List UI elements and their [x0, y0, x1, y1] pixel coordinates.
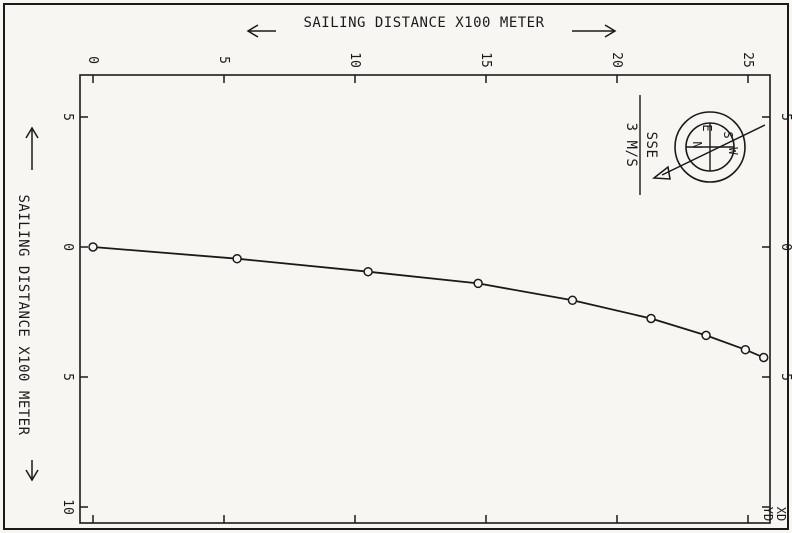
top-axis-title-group: SAILING DISTANCE X100 METER — [246, 12, 617, 38]
top-axis-arrow-left — [246, 24, 259, 38]
data-point-4 — [567, 295, 578, 306]
top-axis-title-bg — [276, 12, 572, 32]
wind-arrow-head — [651, 165, 671, 180]
y-tick-label-right-1: 0 — [778, 243, 792, 251]
left-axis-title-bg — [22, 170, 42, 460]
data-point-1 — [232, 253, 242, 264]
compass-label-e: E — [700, 124, 714, 131]
compass-label-w: W — [726, 147, 740, 155]
compass-label-n: N — [690, 141, 704, 148]
y-tick-label-right-2: 5 — [778, 373, 792, 381]
x-tick-label-1: 5 — [216, 56, 231, 64]
top-axis-arrow-right — [604, 24, 617, 38]
y-tick-label-3: 10 — [60, 499, 75, 515]
series-group — [88, 242, 769, 363]
y-tick-label-2: 5 — [60, 373, 75, 381]
data-point-5 — [646, 313, 656, 324]
left-axis-arrow-bottom — [25, 469, 39, 482]
data-point-8 — [758, 352, 769, 363]
figure-frame — [3, 3, 789, 530]
series-line-0 — [92, 246, 765, 359]
left-axis-title-group: SAILING DISTANCE X100 METER — [15, 126, 42, 482]
x-axis-title: SAILING DISTANCE X100 METER — [303, 15, 544, 31]
data-point-7 — [740, 344, 751, 355]
wind-direction-label: SSE — [643, 132, 659, 159]
x-tick-label-2: 10 — [347, 52, 362, 68]
data-point-3 — [473, 278, 483, 289]
corner-label-xd: XD — [774, 507, 788, 521]
y-axis-title: SAILING DISTANCE X100 METER — [15, 194, 31, 435]
tick-group — [80, 75, 770, 523]
data-point-2 — [363, 266, 373, 277]
corner-label-yd: YD — [761, 507, 775, 521]
plot-area — [79, 74, 771, 524]
y-tick-label-0: 5 — [60, 113, 75, 121]
compass-outer-ring — [674, 111, 746, 183]
wind-compass: E S W N — [651, 111, 766, 183]
wind-arrow-shaft — [661, 124, 766, 176]
wind-speed-label: 3 M/S — [623, 123, 639, 168]
data-point-0 — [88, 242, 98, 252]
x-tick-label-4: 20 — [609, 52, 624, 68]
x-tick-label-5: 25 — [740, 52, 755, 68]
compass-label-s: S — [721, 131, 735, 138]
x-tick-label-3: 15 — [478, 52, 493, 68]
y-tick-label-right-0: 5 — [778, 113, 792, 121]
tick-label-group: 0 5 10 15 20 25 5 5 0 0 5 5 10 — [60, 52, 792, 515]
x-tick-label-0: 0 — [85, 56, 100, 64]
y-tick-label-1: 0 — [60, 243, 75, 251]
left-axis-arrow-top — [25, 126, 39, 139]
data-point-6 — [701, 330, 711, 341]
